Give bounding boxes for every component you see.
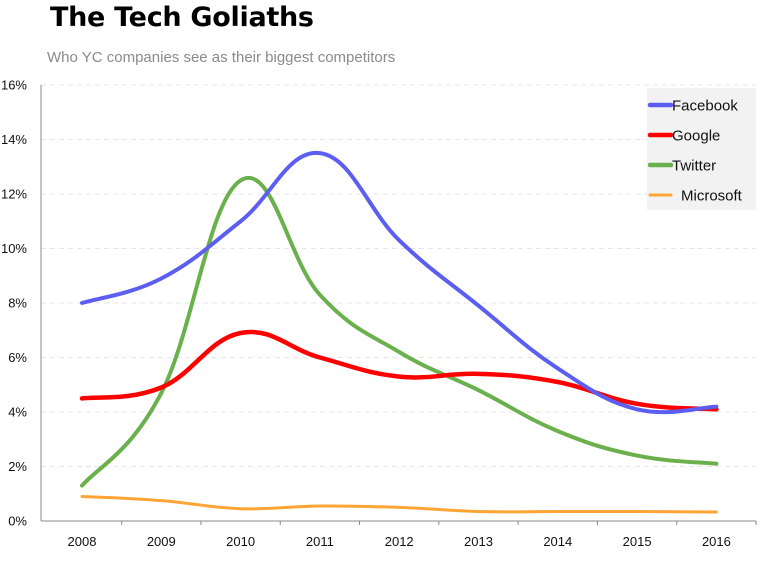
y-tick-label: 8%: [8, 296, 27, 311]
legend-label-facebook: Facebook: [672, 98, 738, 115]
series-line-google: [79, 329, 719, 412]
x-tick-label: 2012: [385, 534, 414, 549]
chart-subtitle: Who YC companies see as their biggest co…: [47, 49, 396, 66]
chart-title: The Tech Goliaths: [50, 2, 314, 33]
legend-label-microsoft: Microsoft: [681, 188, 743, 205]
y-tick-label: 14%: [1, 132, 27, 147]
axes: [40, 85, 756, 522]
legend-box: [647, 88, 756, 210]
x-tick-label: 2011: [306, 534, 334, 549]
x-tick-labels: 2008 2009 2010 2011 2012 2013 2014 2015 2016: [68, 521, 757, 549]
legend-label-twitter: Twitter: [672, 158, 716, 175]
gridlines: [41, 84, 756, 467]
x-tick-label: 2010: [226, 534, 255, 549]
x-tick-label: 2009: [147, 534, 176, 549]
y-tick-label: 4%: [8, 405, 27, 420]
x-tick-label: 2014: [543, 534, 572, 549]
y-tick-label: 10%: [1, 241, 27, 256]
series-lines: [79, 151, 719, 514]
series-line-microsoft: [80, 495, 718, 514]
x-tick-label: 2013: [464, 534, 493, 549]
x-tick-label: 2015: [623, 534, 652, 549]
y-tick-label: 0%: [8, 514, 27, 529]
legend: Facebook Google Twitter Microsoft: [647, 88, 756, 210]
legend-label-google: Google: [672, 128, 720, 145]
series-line-facebook: [80, 151, 719, 415]
y-tick-label: 12%: [1, 187, 27, 202]
y-tick-label: 2%: [8, 459, 27, 474]
y-tick-label: 6%: [8, 350, 27, 365]
y-tick-labels: 0% 2% 4% 6% 8% 10% 12% 14% 16%: [1, 78, 27, 529]
series-line-twitter: [80, 175, 719, 488]
y-tick-label: 16%: [1, 78, 27, 93]
x-tick-label: 2008: [68, 534, 97, 549]
x-tick-label: 2016: [702, 534, 731, 549]
